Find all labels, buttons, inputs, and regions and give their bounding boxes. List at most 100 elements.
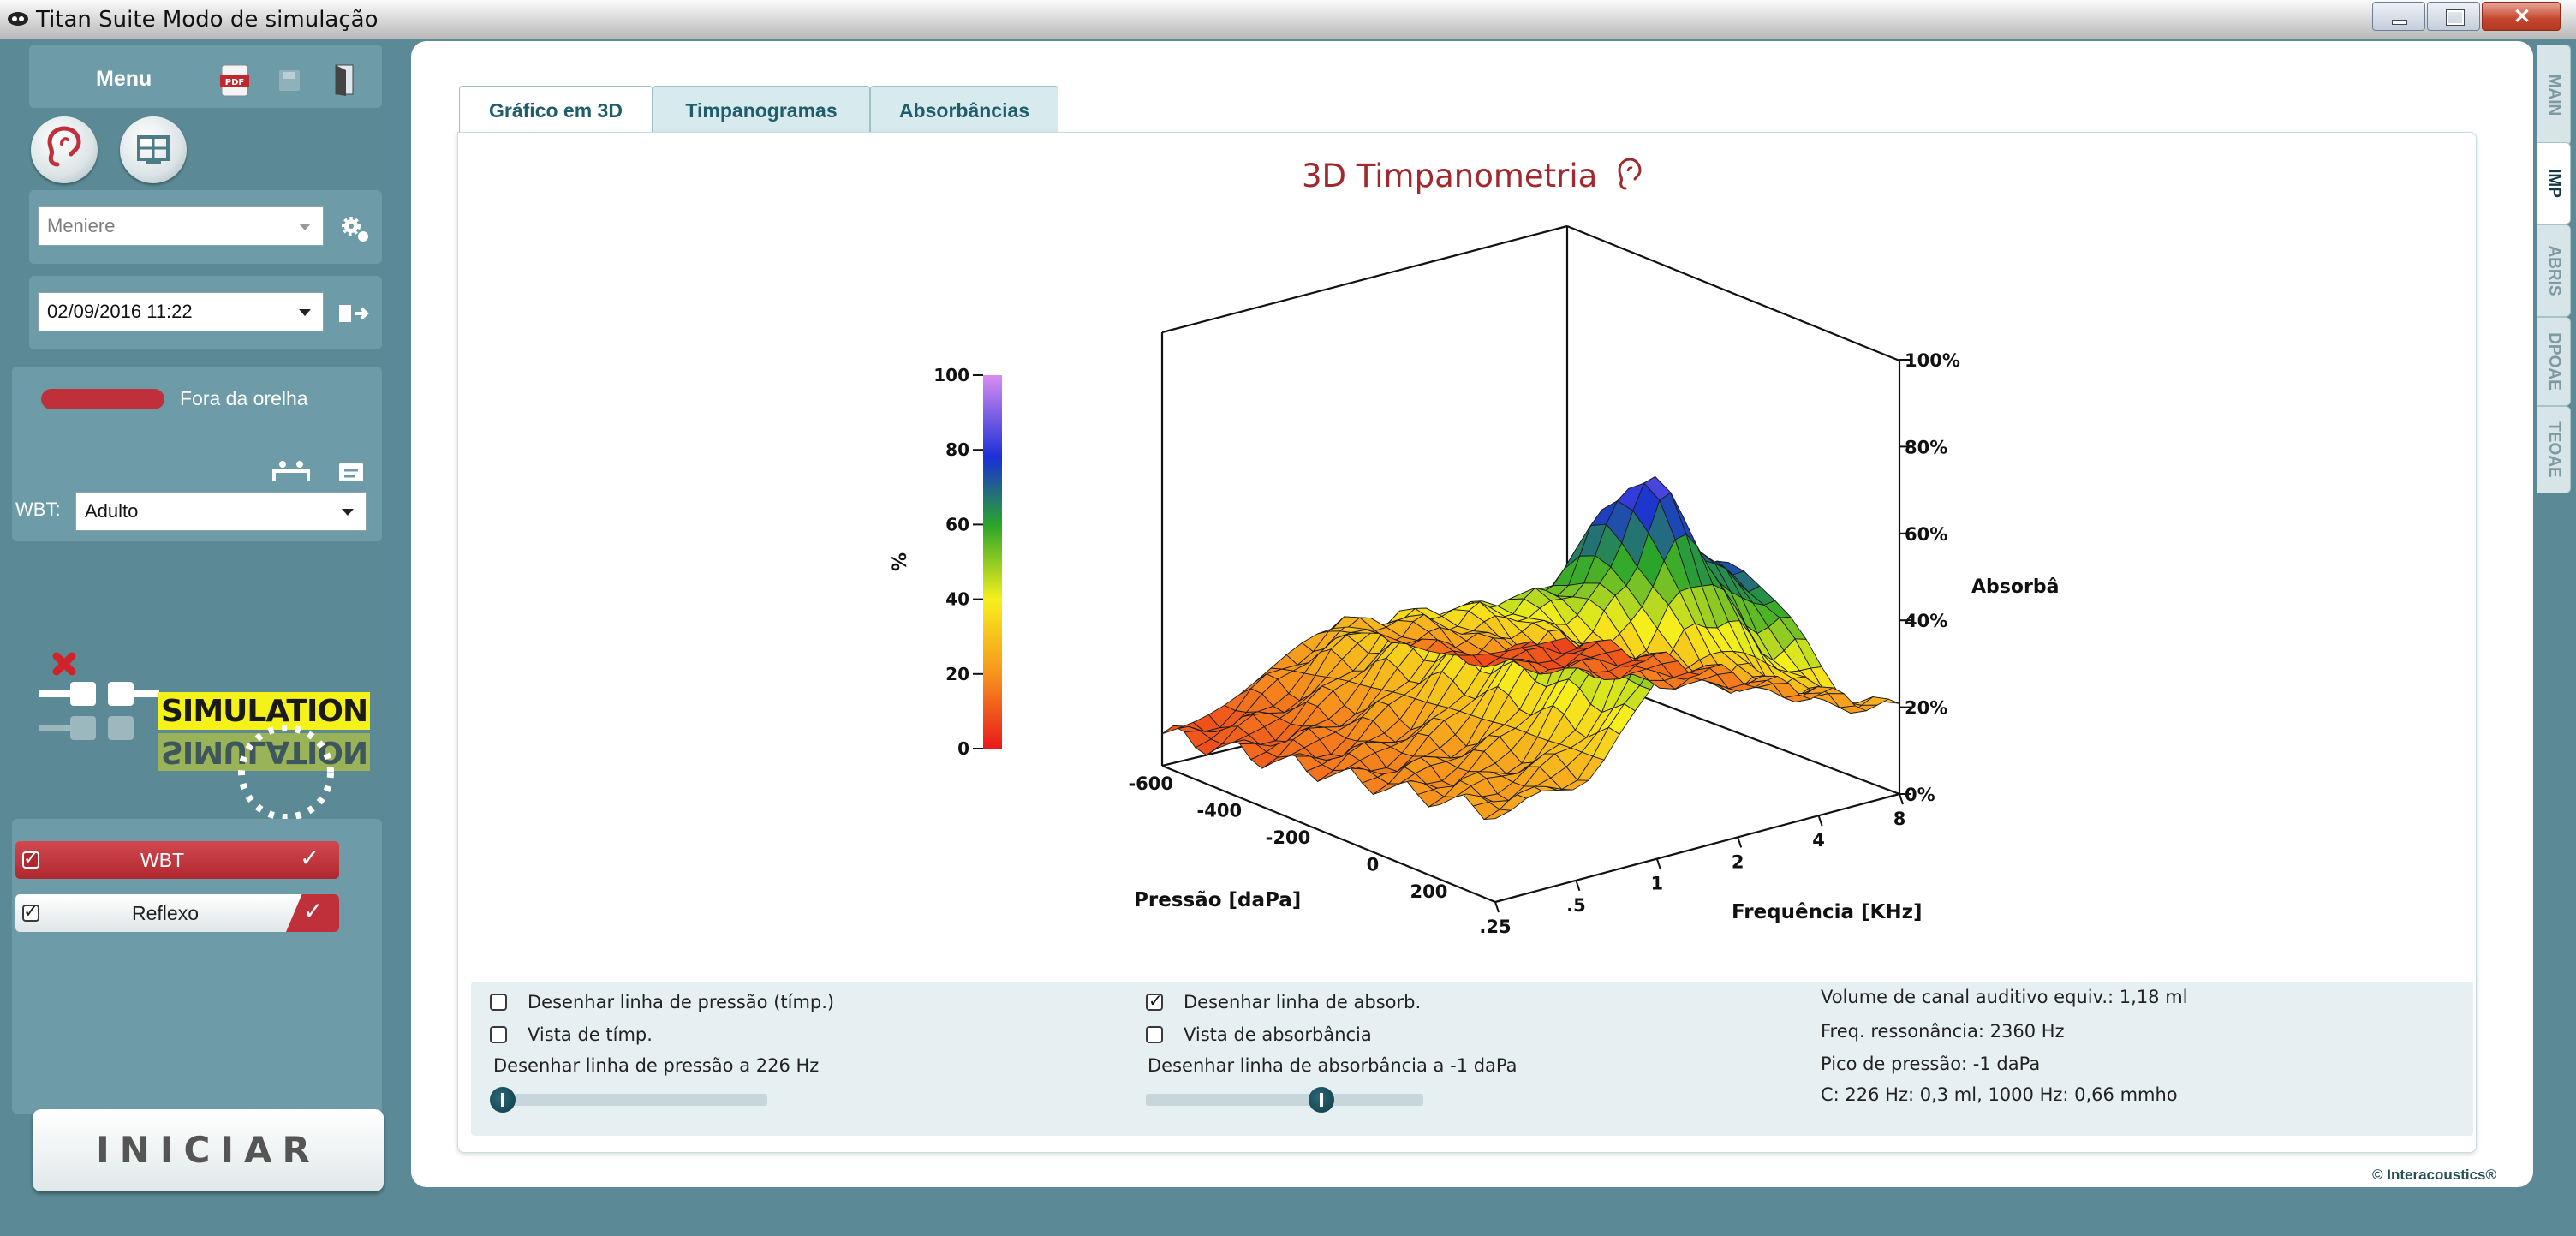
- notes-icon[interactable]: [337, 461, 365, 487]
- x-axis-label: Pressão [daPa]: [1134, 889, 1301, 911]
- ear-icon: [47, 126, 81, 167]
- pdf-icon[interactable]: PDF: [219, 63, 250, 98]
- side-tab-imp-label: IMP: [2545, 169, 2563, 198]
- protocol-panel: Meniere: [29, 190, 382, 264]
- tymp-view-checkbox[interactable]: [490, 1026, 507, 1043]
- colorbar: [983, 375, 1002, 749]
- draw-pressure-line-checkbox[interactable]: [490, 994, 507, 1011]
- pressure-slider-track[interactable]: [490, 1094, 767, 1106]
- test-wbt-checkbox[interactable]: [22, 851, 39, 869]
- side-tab-imp[interactable]: IMP: [2537, 142, 2571, 224]
- y-axis-tick: [1817, 815, 1823, 827]
- side-tab-teoae[interactable]: TEOAE: [2537, 406, 2571, 493]
- app-icon: [8, 12, 28, 26]
- y-axis-tick-label: 4: [1812, 830, 1825, 851]
- result-compliance: C: 226 Hz: 0,3 ml, 1000 Hz: 0,66 mmho: [1821, 1084, 2178, 1105]
- ear-icon: [1618, 158, 1642, 190]
- tab-absorbances[interactable]: Absorbâncias: [870, 86, 1058, 134]
- x-axis-tick-label: 200: [1410, 881, 1448, 902]
- chart-box-frame: [1160, 224, 1901, 904]
- z-axis-tick-label: 0%: [1905, 785, 1935, 805]
- colorbar-tick-label: 20: [945, 664, 969, 684]
- ear-button[interactable]: [31, 116, 98, 183]
- surface-mesh: [1161, 475, 1900, 821]
- y-axis-tick-label: .25: [1479, 917, 1511, 937]
- side-tab-teoae-label: TEOAE: [2545, 421, 2563, 478]
- side-tab-main[interactable]: MAIN: [2537, 45, 2571, 146]
- tymp-view-label: Vista de tímp.: [528, 1024, 653, 1045]
- session-export-icon[interactable]: [337, 302, 372, 325]
- monitor-icon: [137, 135, 170, 164]
- colorbar-tick-label: 60: [945, 514, 969, 534]
- absorbance-slider-thumb[interactable]: [1309, 1087, 1334, 1113]
- y-axis-tick: [1655, 858, 1661, 869]
- protocol-select[interactable]: Meniere: [38, 206, 324, 246]
- menu-panel: Menu PDF: [29, 45, 382, 108]
- test-wbt-button[interactable]: ✓ WBT ✓: [15, 841, 339, 879]
- protocol-value: Meniere: [47, 215, 116, 236]
- probe-status-label: Fora da orelha: [180, 387, 308, 409]
- minimize-button[interactable]: [2372, 2, 2425, 31]
- simulation-label-box: [158, 692, 370, 730]
- close-button[interactable]: ✕: [2482, 2, 2561, 31]
- wbt-panel: WBT: Adulto: [12, 481, 382, 541]
- result-ear-canal-volume: Volume de canal auditivo equiv.: 1,18 ml: [1821, 987, 2188, 1007]
- wbt-select[interactable]: Adulto: [75, 492, 367, 531]
- absorbance-view-checkbox[interactable]: [1146, 1026, 1163, 1043]
- wbt-value: Adulto: [85, 500, 139, 522]
- y-axis-tick: [1494, 901, 1500, 913]
- colorbar-tick-label: 40: [945, 589, 969, 610]
- copyright: © Interacoustics®: [2372, 1167, 2497, 1183]
- side-tab-dpoae-label: DPOAE: [2545, 332, 2563, 391]
- x-axis-tick-label: -200: [1266, 827, 1311, 848]
- session-select[interactable]: 02/09/2016 11:22: [38, 292, 324, 331]
- exit-icon[interactable]: [332, 63, 356, 96]
- y-axis-tick: [1737, 837, 1743, 848]
- chevron-down-icon: [342, 509, 354, 516]
- colorbar-label: %: [890, 552, 911, 571]
- test-wbt-label: WBT: [140, 849, 185, 871]
- draw-absorb-line-checkbox[interactable]: ✓: [1146, 992, 1163, 1011]
- x-axis-tick-label: -600: [1128, 773, 1173, 794]
- tab-3d-graph[interactable]: Gráfico em 3D: [459, 86, 653, 135]
- z-axis-tick-label: 80%: [1905, 437, 1947, 457]
- sidebar: Menu PDF Meniere 02/09/2016 11:22 Fora d…: [0, 39, 402, 1236]
- test-wbt-done-icon: ✓: [300, 845, 320, 871]
- result-resonance-freq: Freq. ressonância: 2360 Hz: [1821, 1021, 2065, 1042]
- y-axis-tick-label: 2: [1732, 851, 1744, 872]
- close-icon: ✕: [2513, 5, 2531, 28]
- settings-gear-icon[interactable]: [337, 211, 372, 245]
- start-button[interactable]: INICIAR: [33, 1109, 384, 1191]
- save-icon[interactable]: [277, 69, 301, 93]
- svg-text:PDF: PDF: [225, 78, 244, 87]
- result-peak-pressure: Pico de pressão: -1 daPa: [1821, 1054, 2041, 1074]
- side-tab-abris[interactable]: ABRIS: [2537, 224, 2571, 317]
- maximize-button[interactable]: [2427, 2, 2480, 31]
- z-axis-tick-label: 60%: [1905, 524, 1947, 545]
- test-reflexo-checkbox[interactable]: [22, 905, 39, 922]
- chevron-down-icon: [299, 224, 311, 230]
- pressure-slider-thumb[interactable]: [490, 1087, 516, 1113]
- x-axis-tick-label: 0: [1367, 855, 1380, 875]
- menu-label[interactable]: Menu: [96, 67, 152, 91]
- draw-absorb-line-label: Desenhar linha de absorb.: [1184, 992, 1422, 1012]
- side-tab-main-label: MAIN: [2545, 74, 2563, 116]
- options-panel: [471, 982, 2473, 1136]
- test-reflexo-label: Reflexo: [132, 902, 199, 924]
- test-reflexo-button[interactable]: ✓ Reflexo ✓: [15, 894, 339, 932]
- absorbance-slider-track[interactable]: [1146, 1094, 1423, 1106]
- window-title: Titan Suite Modo de simulação: [36, 7, 379, 33]
- side-tab-dpoae[interactable]: DPOAE: [2537, 317, 2571, 406]
- window-controls: ✕: [2370, 2, 2561, 33]
- side-tab-abris-label: ABRIS: [2545, 245, 2563, 296]
- tab-tympanograms[interactable]: Timpanogramas: [653, 86, 870, 134]
- loading-spinner-icon: [238, 725, 334, 821]
- check-icon: ✓: [23, 847, 39, 869]
- surface-cell: [1549, 637, 1578, 654]
- colorbar-tick-label: 80: [945, 439, 969, 460]
- monitor-button[interactable]: [120, 116, 187, 183]
- title-bar: Titan Suite Modo de simulação ✕: [0, 0, 2576, 39]
- simulation-label: SIMULATION: [161, 694, 368, 729]
- test-reflexo-done-icon: ✓: [303, 898, 324, 924]
